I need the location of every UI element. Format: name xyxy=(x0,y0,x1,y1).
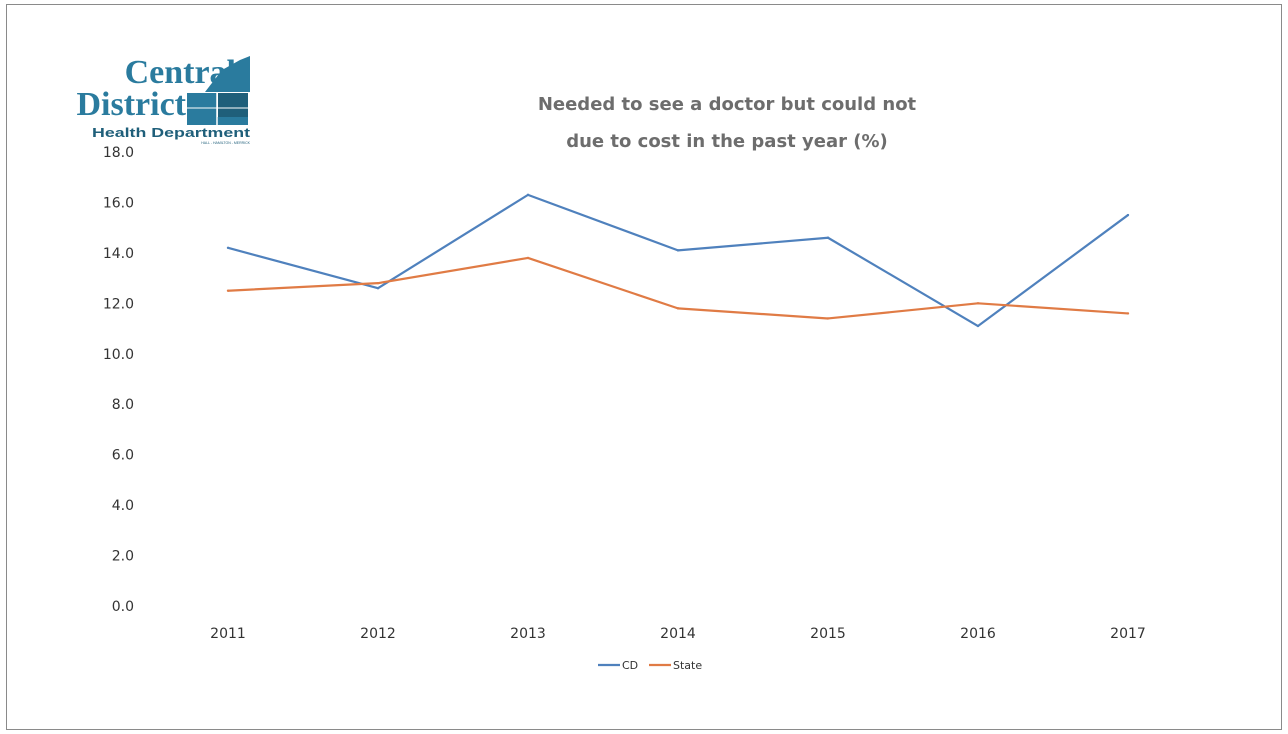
x-tick-label: 2017 xyxy=(1110,626,1146,642)
x-tick-label: 2015 xyxy=(810,626,846,642)
data-point-state xyxy=(826,317,830,320)
data-point-state xyxy=(1126,312,1130,315)
data-point-cd xyxy=(226,246,230,250)
legend-label-state: State xyxy=(673,659,702,672)
data-point-state xyxy=(676,307,680,310)
chart-title-line2: due to cost in the past year (%) xyxy=(566,131,888,152)
series-line-cd xyxy=(227,193,1129,328)
data-point-cd xyxy=(376,287,380,290)
data-point-state xyxy=(976,302,980,305)
y-tick-label: 18.0 xyxy=(103,145,134,161)
plot-area xyxy=(226,193,1130,328)
x-tick-label: 2014 xyxy=(660,626,696,642)
y-tick-label: 8.0 xyxy=(112,397,134,413)
x-tick-label: 2016 xyxy=(960,626,996,642)
y-tick-label: 16.0 xyxy=(103,195,134,211)
x-tick-label: 2011 xyxy=(210,626,246,642)
data-point-cd xyxy=(676,249,680,252)
logo-tagline: HALL - HAMILTON - MERRICK xyxy=(201,141,250,145)
x-tick-label: 2012 xyxy=(360,626,396,642)
data-point-cd xyxy=(826,236,830,239)
logo-line2: District xyxy=(76,86,186,123)
map-icon xyxy=(187,56,250,125)
data-point-state xyxy=(526,256,530,260)
x-tick-label: 2013 xyxy=(510,626,546,642)
data-point-cd xyxy=(976,324,980,328)
data-point-state xyxy=(226,289,230,292)
y-tick-label: 2.0 xyxy=(112,549,134,565)
legend: CD State xyxy=(598,659,702,672)
data-point-cd xyxy=(526,193,530,197)
y-axis: 0.0 2.0 4.0 6.0 8.0 10.0 12.0 14.0 16.0 18.0 xyxy=(103,145,134,615)
y-tick-label: 6.0 xyxy=(112,448,134,464)
logo-line3: Health Department xyxy=(92,126,251,140)
chart-title-line1: Needed to see a doctor but could not xyxy=(538,94,917,115)
y-tick-label: 10.0 xyxy=(103,347,134,363)
data-point-state xyxy=(376,281,380,285)
y-tick-label: 14.0 xyxy=(103,246,134,262)
y-tick-label: 12.0 xyxy=(103,296,134,312)
logo: Central District Health Department HALL … xyxy=(76,54,251,145)
y-tick-label: 4.0 xyxy=(112,498,134,514)
legend-label-cd: CD xyxy=(622,659,638,672)
y-tick-label: 0.0 xyxy=(112,599,134,615)
data-point-cd xyxy=(1126,213,1130,217)
x-axis: 2011 2012 2013 2014 2015 2016 2017 xyxy=(210,626,1146,642)
